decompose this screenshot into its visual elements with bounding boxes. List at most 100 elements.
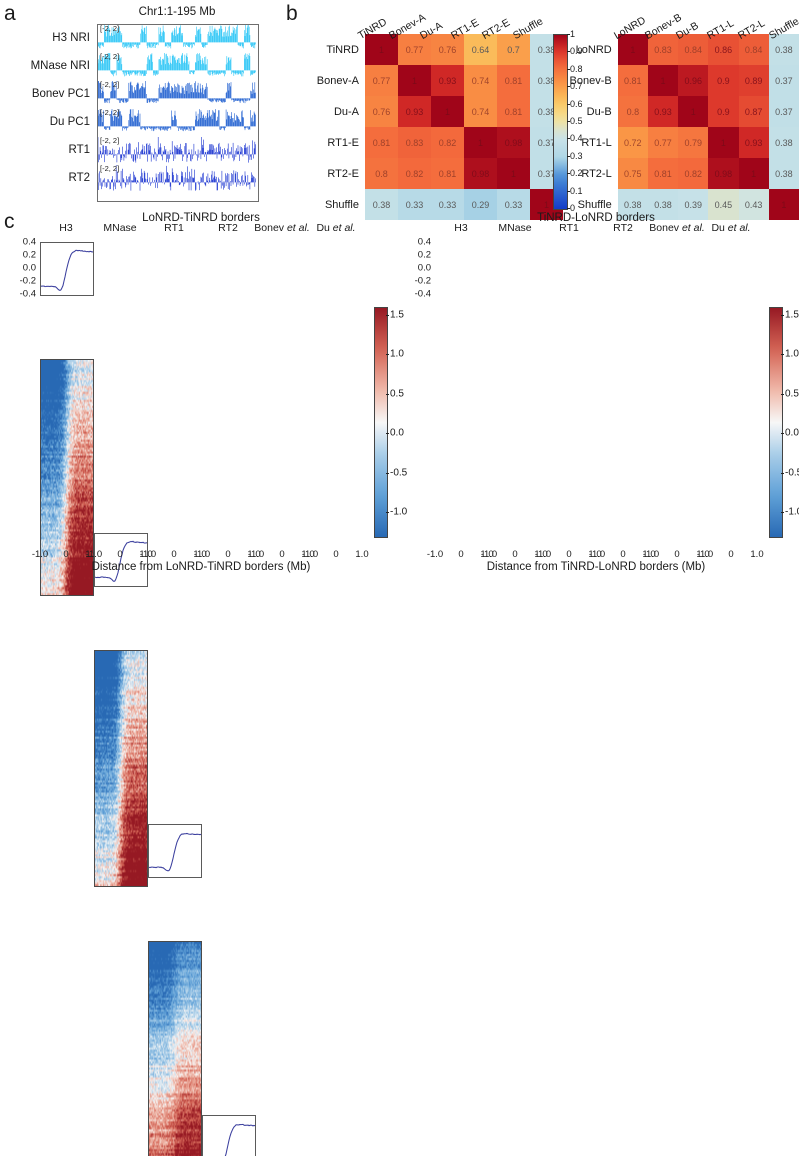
- matrix-cell: 1: [678, 96, 709, 127]
- panel-b-letter: b: [286, 2, 298, 25]
- x-tick-label: 1.0: [247, 549, 261, 560]
- matrix-cell: 0.81: [617, 65, 648, 96]
- heatmap-colorbar-tick: [781, 314, 784, 316]
- track-range-label: [-2, 2]: [100, 109, 120, 117]
- profile-curve: [149, 825, 201, 877]
- subpanel-title: RT1: [164, 222, 184, 234]
- track-range-label: [-2, 2]: [100, 137, 120, 145]
- matrix-cell: 0.38: [768, 158, 799, 189]
- heatmap-colorbar-tick: [386, 393, 389, 395]
- x-tick-label: -1.0: [139, 549, 157, 560]
- heatmap-colorbar-tick-label: 0.5: [785, 388, 799, 400]
- heatmap-colorbar-tick: [386, 512, 389, 514]
- track-label: MNase NRI: [30, 60, 90, 72]
- subpanel-title: Bonev et al.: [250, 222, 314, 234]
- heatmap-colorbar-tick: [386, 433, 389, 435]
- x-tick-label: -1.0: [247, 549, 265, 560]
- panel-c-letter: c: [4, 210, 15, 233]
- heatmap-colorbar-tick-label: 1.0: [785, 348, 799, 360]
- subpanel-name: Bonev: [649, 222, 680, 234]
- colorbar-tick: [567, 68, 570, 70]
- heatmap-colorbar-tick: [386, 354, 389, 356]
- group-title: TiNRD-LoNRD borders: [537, 212, 655, 224]
- matrix-cell: 0.33: [398, 189, 431, 220]
- x-tick-label: 1.0: [85, 549, 99, 560]
- x-tick-label: 1.0: [588, 549, 602, 560]
- heatmap-colorbar-tick-label: -0.5: [785, 467, 799, 479]
- matrix-cell: 0.84: [738, 34, 769, 65]
- x-tick-label: -1.0: [426, 549, 444, 560]
- matrix-cell: 0.75: [617, 158, 648, 189]
- matrix-cell: 1: [431, 96, 464, 127]
- profile-plot: [148, 824, 202, 878]
- panel-a-title: Chr1:1-195 Mb: [138, 6, 216, 18]
- colorbar-tick-label: 0: [570, 203, 576, 213]
- colorbar-tick-label: 1: [570, 29, 576, 39]
- matrix-cell: 0.84: [678, 34, 709, 65]
- matrix-cell: 1: [464, 127, 497, 158]
- matrix-cell: 0.72: [617, 127, 648, 158]
- track-range-label: [-2, 2]: [100, 25, 120, 33]
- x-tick-label: -1.0: [696, 549, 714, 560]
- track-signal: [98, 165, 256, 193]
- colorbar-tick-label: 0.6: [570, 98, 583, 109]
- matrix-cell: 0.9: [708, 65, 739, 96]
- matrix-cell: 0.77: [365, 65, 398, 96]
- x-tick-label: 0: [728, 549, 734, 560]
- heatmap-canvas: [95, 651, 147, 886]
- matrix-cell: 0.77: [647, 127, 679, 158]
- heatmap-colorbar-tick-label: 0.5: [390, 388, 404, 400]
- track-rt2: [-2, 2]: [98, 165, 258, 193]
- x-tick-label: -1.0: [193, 549, 211, 560]
- subpanel-title: Bonev et al.: [645, 222, 709, 234]
- heatmap-colorbar-tick-label: 0.0: [785, 427, 799, 439]
- heatmap-colorbar-tick-label: 1.5: [390, 309, 404, 321]
- matrix-cell: 0.82: [431, 127, 464, 158]
- et-al: et al.: [727, 222, 751, 234]
- profile-y-tick-label: -0.2: [414, 275, 431, 287]
- matrix-row: RT2-E 0.8 0.82 0.81 0.98 1 0.37: [300, 158, 563, 189]
- matrix-row-label: Du-A: [333, 105, 359, 118]
- heatmap-colorbar-tick-label: -0.5: [390, 467, 408, 479]
- et-al: et al.: [681, 222, 705, 234]
- matrix-cell: 0.38: [617, 189, 648, 220]
- correlation-matrix: LoNRD 1 0.83 0.84 0.86 0.84 0.38 Bonev-B 0.81 1 0.…: [556, 34, 799, 220]
- profile-y-tick-label: 0.2: [22, 249, 36, 261]
- matrix-cell: 0.83: [647, 34, 679, 65]
- profile-y-tick-label: 0.0: [417, 262, 431, 274]
- matrix-cell: 0.83: [398, 127, 431, 158]
- colorbar-tick-label: 0.4: [570, 133, 583, 144]
- matrix-cell: 0.7: [497, 34, 530, 65]
- colorbar: [553, 34, 568, 210]
- x-axis-label: Distance from LoNRD-TiNRD borders (Mb): [91, 561, 311, 573]
- matrix-cell: 0.87: [738, 96, 769, 127]
- matrix-row: RT2-L 0.75 0.81 0.82 0.98 1 0.38: [556, 158, 799, 189]
- subpanel-title: RT1: [559, 222, 579, 234]
- x-tick-label: 0: [117, 549, 123, 560]
- x-tick-label: -1.0: [301, 549, 319, 560]
- x-tick-label: -1.0: [480, 549, 498, 560]
- matrix-row-label: Bonev-A: [316, 74, 359, 87]
- matrix-row: Du-B 0.8 0.93 1 0.9 0.87 0.37: [556, 96, 799, 127]
- profile-plot: [40, 242, 94, 296]
- matrix-cell: 0.33: [497, 189, 530, 220]
- track-h3-nri: [-2, 2]: [98, 25, 258, 53]
- profile-curve: [95, 534, 147, 586]
- track-range-label: [-2, 2]: [100, 53, 120, 61]
- heatmap: [94, 650, 148, 887]
- matrix-cell: 0.96: [678, 65, 709, 96]
- colorbar-tick: [567, 138, 570, 140]
- correlation-matrix: TiNRD 1 0.77 0.76 0.64 0.7 0.38 Bonev-A 0.77 1 0.9…: [300, 34, 563, 220]
- colorbar-tick-label: 0.3: [570, 150, 583, 161]
- matrix-cell: 0.45: [708, 189, 739, 220]
- heatmap-colorbar-tick-label: 0.0: [390, 427, 404, 439]
- matrix-row-label: LoNRD: [575, 43, 612, 56]
- heatmap: [40, 359, 94, 596]
- profile-y-tick-label: 0.2: [417, 249, 431, 261]
- track-label: RT2: [68, 172, 90, 184]
- matrix-row: TiNRD 1 0.77 0.76 0.64 0.7 0.38: [300, 34, 563, 65]
- heatmap-colorbar-tick: [781, 433, 784, 435]
- matrix-cell: 0.93: [647, 96, 679, 127]
- track-label: Du PC1: [49, 116, 90, 128]
- track-mnase-nri: [-2, 2]: [98, 53, 258, 81]
